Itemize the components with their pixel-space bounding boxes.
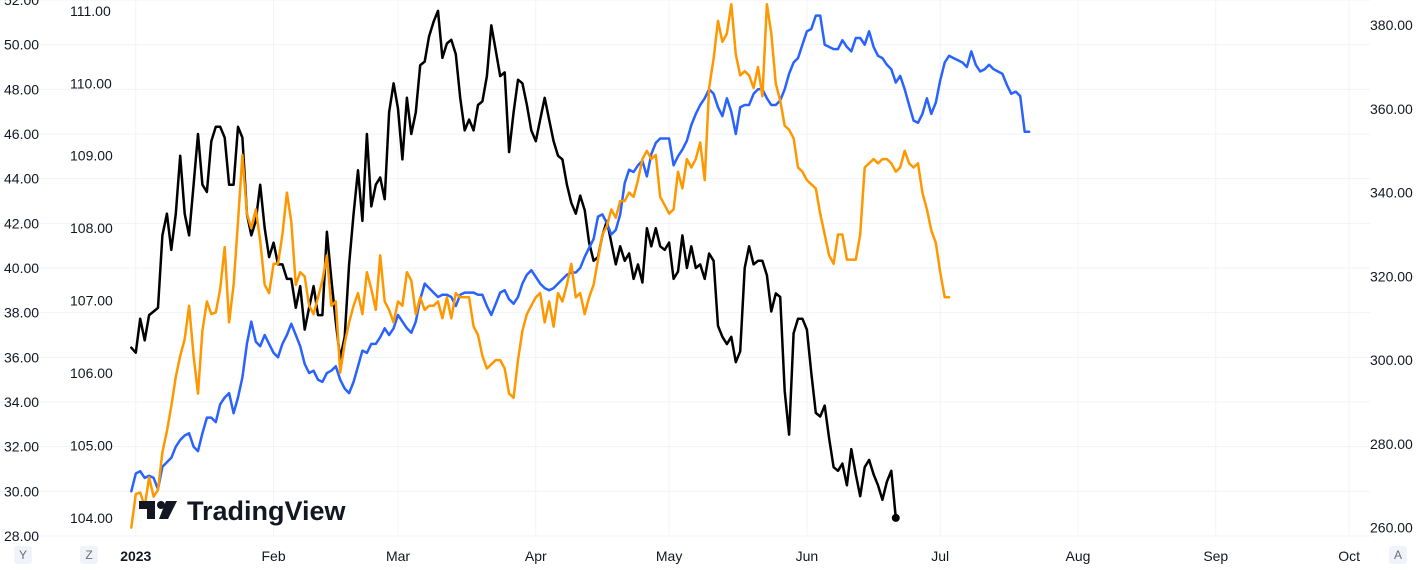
right-tick-6: 380.00 xyxy=(1370,17,1413,33)
outer-left-tick-8: 44.00 xyxy=(4,171,39,187)
inner-left-tick-2: 106.00 xyxy=(70,365,113,381)
series-end-marker-0 xyxy=(891,513,900,522)
time-tick-2: Mar xyxy=(386,548,410,564)
series-line-2[interactable] xyxy=(130,2,951,529)
series-layer xyxy=(130,2,1031,529)
outer-left-axis: 28.00 30.00 32.00 34.00 36.00 38.00 40.00 42.00… xyxy=(4,0,39,544)
tradingview-logo[interactable]: TradingView xyxy=(139,496,347,526)
inner-left-tick-1: 105.00 xyxy=(70,437,113,453)
time-tick-5: Jun xyxy=(796,548,819,564)
inner-left-tick-5: 109.00 xyxy=(70,148,113,164)
right-tick-2: 300.00 xyxy=(1370,352,1413,368)
right-tick-4: 340.00 xyxy=(1370,185,1413,201)
outer-left-tick-2: 32.00 xyxy=(4,439,39,455)
chart-grid xyxy=(0,0,1370,537)
time-tick-4: May xyxy=(656,548,682,564)
outer-left-tick-0: 28.00 xyxy=(4,528,39,544)
tradingview-logo-icon xyxy=(139,501,177,519)
right-tick-1: 280.00 xyxy=(1370,436,1413,452)
axis-button-right-label: A xyxy=(1394,548,1402,562)
time-axis: 2023 Feb Mar Apr May Jun Jul Aug Sep Oct xyxy=(120,548,1360,564)
time-tick-7: Aug xyxy=(1066,548,1091,564)
axis-button-left-label: Y xyxy=(19,548,27,562)
time-tick-8: Sep xyxy=(1203,548,1228,564)
inner-left-tick-4: 108.00 xyxy=(70,220,113,236)
time-tick-1: Feb xyxy=(261,548,285,564)
outer-left-tick-3: 34.00 xyxy=(4,394,39,410)
inner-left-tick-7: 111.00 xyxy=(70,3,111,19)
outer-left-tick-6: 40.00 xyxy=(4,260,39,276)
axis-button-middle-label: Z xyxy=(85,548,92,562)
inner-left-tick-3: 107.00 xyxy=(70,293,113,309)
outer-left-tick-5: 38.00 xyxy=(4,305,39,321)
time-tick-9: Oct xyxy=(1338,548,1360,564)
series-line-1[interactable] xyxy=(130,14,1031,493)
inner-left-axis: 104.00 105.00 106.00 107.00 108.00 109.00 110.… xyxy=(70,3,113,526)
outer-left-tick-1: 30.00 xyxy=(4,483,39,499)
time-tick-0: 2023 xyxy=(120,548,151,564)
outer-left-tick-7: 42.00 xyxy=(4,215,39,231)
axis-button-middle[interactable]: Z xyxy=(80,546,98,564)
time-tick-3: Apr xyxy=(525,548,547,564)
outer-left-tick-10: 48.00 xyxy=(4,81,39,97)
right-axis: 260.00 280.00 300.00 320.00 340.00 360.00 380.… xyxy=(1370,17,1413,536)
outer-left-tick-12: 52.00 xyxy=(4,0,39,8)
right-tick-3: 320.00 xyxy=(1370,268,1413,284)
logo-text: TradingView xyxy=(187,496,347,526)
outer-left-tick-4: 36.00 xyxy=(4,349,39,365)
end-markers xyxy=(891,513,900,522)
time-tick-6: Jul xyxy=(931,548,949,564)
right-tick-0: 260.00 xyxy=(1370,520,1413,536)
outer-left-tick-11: 50.00 xyxy=(4,37,39,53)
axis-button-left[interactable]: Y xyxy=(14,546,32,564)
series-line-0[interactable] xyxy=(130,9,898,520)
outer-left-tick-9: 46.00 xyxy=(4,126,39,142)
axis-button-right[interactable]: A xyxy=(1389,546,1407,564)
right-tick-5: 360.00 xyxy=(1370,101,1413,117)
inner-left-tick-0: 104.00 xyxy=(70,510,113,526)
inner-left-tick-6: 110.00 xyxy=(70,75,112,91)
